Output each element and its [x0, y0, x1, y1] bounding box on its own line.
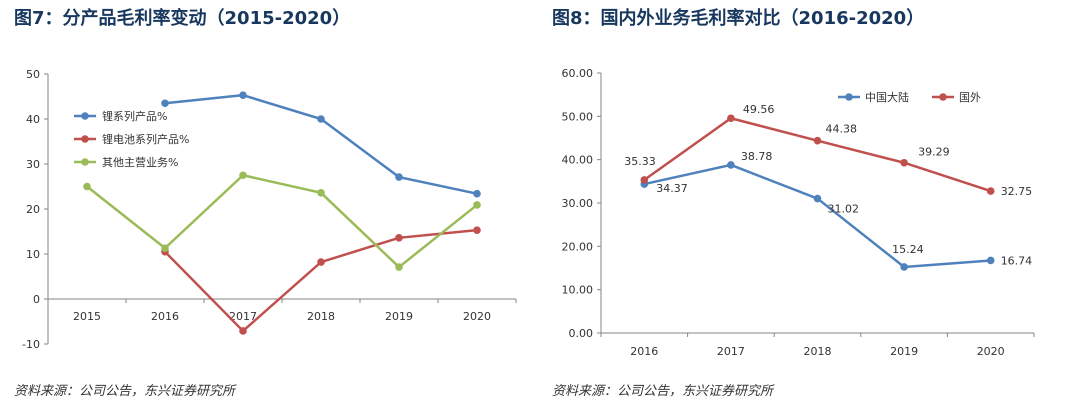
x-tick-label: 2018 [804, 345, 832, 358]
y-tick-label: 30.00 [562, 197, 594, 210]
y-tick-label: 10.00 [562, 284, 594, 297]
figure-1-title: 图7：分产品毛利率变动（2015-2020） [14, 8, 351, 29]
data-point [473, 201, 481, 209]
figure-1-source: 资料来源：公司公告，东兴证券研究所 [14, 384, 236, 399]
chart-2-domestic-vs-overseas-margin: 0.00 10.00 20.00 30.00 40.00 50.00 60.00 2016 20… [562, 67, 1035, 358]
data-label: 16.74 [1001, 254, 1032, 267]
data-point [473, 189, 481, 198]
legend-label: 中国大陆 [865, 90, 909, 104]
y-tick-label: 20 [26, 203, 40, 216]
y-tick-label: -10 [22, 338, 40, 351]
data-label: 32.75 [1001, 185, 1032, 198]
data-label: 15.24 [892, 243, 924, 256]
legend-label: 其他主营业务% [102, 155, 178, 169]
data-label: 34.37 [656, 182, 688, 195]
chart-1-product-gross-margin: -10 0 10 20 30 40 50 2015 2016 2017 2018 2019 2020 锂系… [22, 68, 517, 351]
series-line-2 [86, 173, 478, 269]
x-tick-label: 2019 [890, 345, 918, 358]
series-line-0 [164, 93, 478, 195]
y-tick-label: 60.00 [562, 67, 594, 80]
y-tick-label: 50.00 [562, 110, 594, 123]
legend-label: 锂系列产品% [102, 109, 167, 123]
figure-2-source: 资料来源：公司公告，东兴证券研究所 [552, 384, 774, 399]
x-tick-label: 2016 [151, 310, 179, 323]
data-point [813, 136, 822, 145]
legend-marker [939, 93, 947, 101]
data-point [239, 171, 247, 180]
y-tick-label: 20.00 [562, 240, 594, 253]
data-point [395, 173, 403, 181]
data-label: 31.02 [828, 203, 860, 216]
data-point [395, 263, 403, 271]
y-tick-label: 50 [26, 68, 40, 81]
legend-label: 国外 [959, 91, 981, 104]
data-point [83, 182, 91, 191]
data-label: 44.38 [826, 123, 858, 136]
x-tick-label: 2020 [977, 345, 1005, 358]
series-line-0 [644, 163, 991, 269]
data-point [161, 244, 169, 252]
data-point [900, 263, 908, 271]
data-label: 38.78 [741, 150, 773, 163]
data-point [727, 161, 735, 169]
data-point [640, 176, 649, 184]
data-point [395, 234, 403, 242]
data-point [727, 114, 735, 123]
legend-marker [81, 135, 89, 143]
legend-marker [81, 112, 89, 120]
data-point [239, 327, 247, 335]
y-tick-label: 0 [33, 293, 40, 306]
x-tick-label: 2020 [463, 310, 491, 323]
y-tick-label: 40 [26, 113, 40, 126]
x-tick-label: 2019 [385, 310, 413, 323]
data-point [986, 256, 995, 265]
legend-marker [81, 158, 89, 166]
x-tick-label: 2017 [229, 310, 257, 323]
data-point [986, 187, 995, 195]
data-point [900, 158, 908, 167]
y-tick-label: 0.00 [569, 327, 594, 340]
y-tick-label: 40.00 [562, 154, 594, 167]
legend-label: 锂电池系列产品% [102, 132, 189, 146]
data-point [473, 226, 481, 234]
data-point [161, 99, 169, 108]
data-label: 35.33 [624, 155, 656, 168]
data-point [813, 194, 822, 203]
y-tick-label: 10 [26, 248, 40, 261]
x-tick-label: 2018 [307, 310, 335, 323]
data-label: 49.56 [743, 103, 775, 116]
x-tick-label: 2015 [73, 310, 101, 323]
legend-marker [845, 93, 853, 101]
figure-2-title: 图8：国内外业务毛利率对比（2016-2020） [552, 8, 925, 29]
x-tick-label: 2017 [717, 345, 745, 358]
y-tick-label: 30 [26, 158, 40, 171]
data-label: 39.29 [918, 146, 950, 159]
data-point [317, 189, 325, 197]
data-point [317, 115, 325, 123]
data-point [239, 91, 247, 99]
x-tick-label: 2016 [630, 345, 658, 358]
data-point [317, 258, 325, 266]
